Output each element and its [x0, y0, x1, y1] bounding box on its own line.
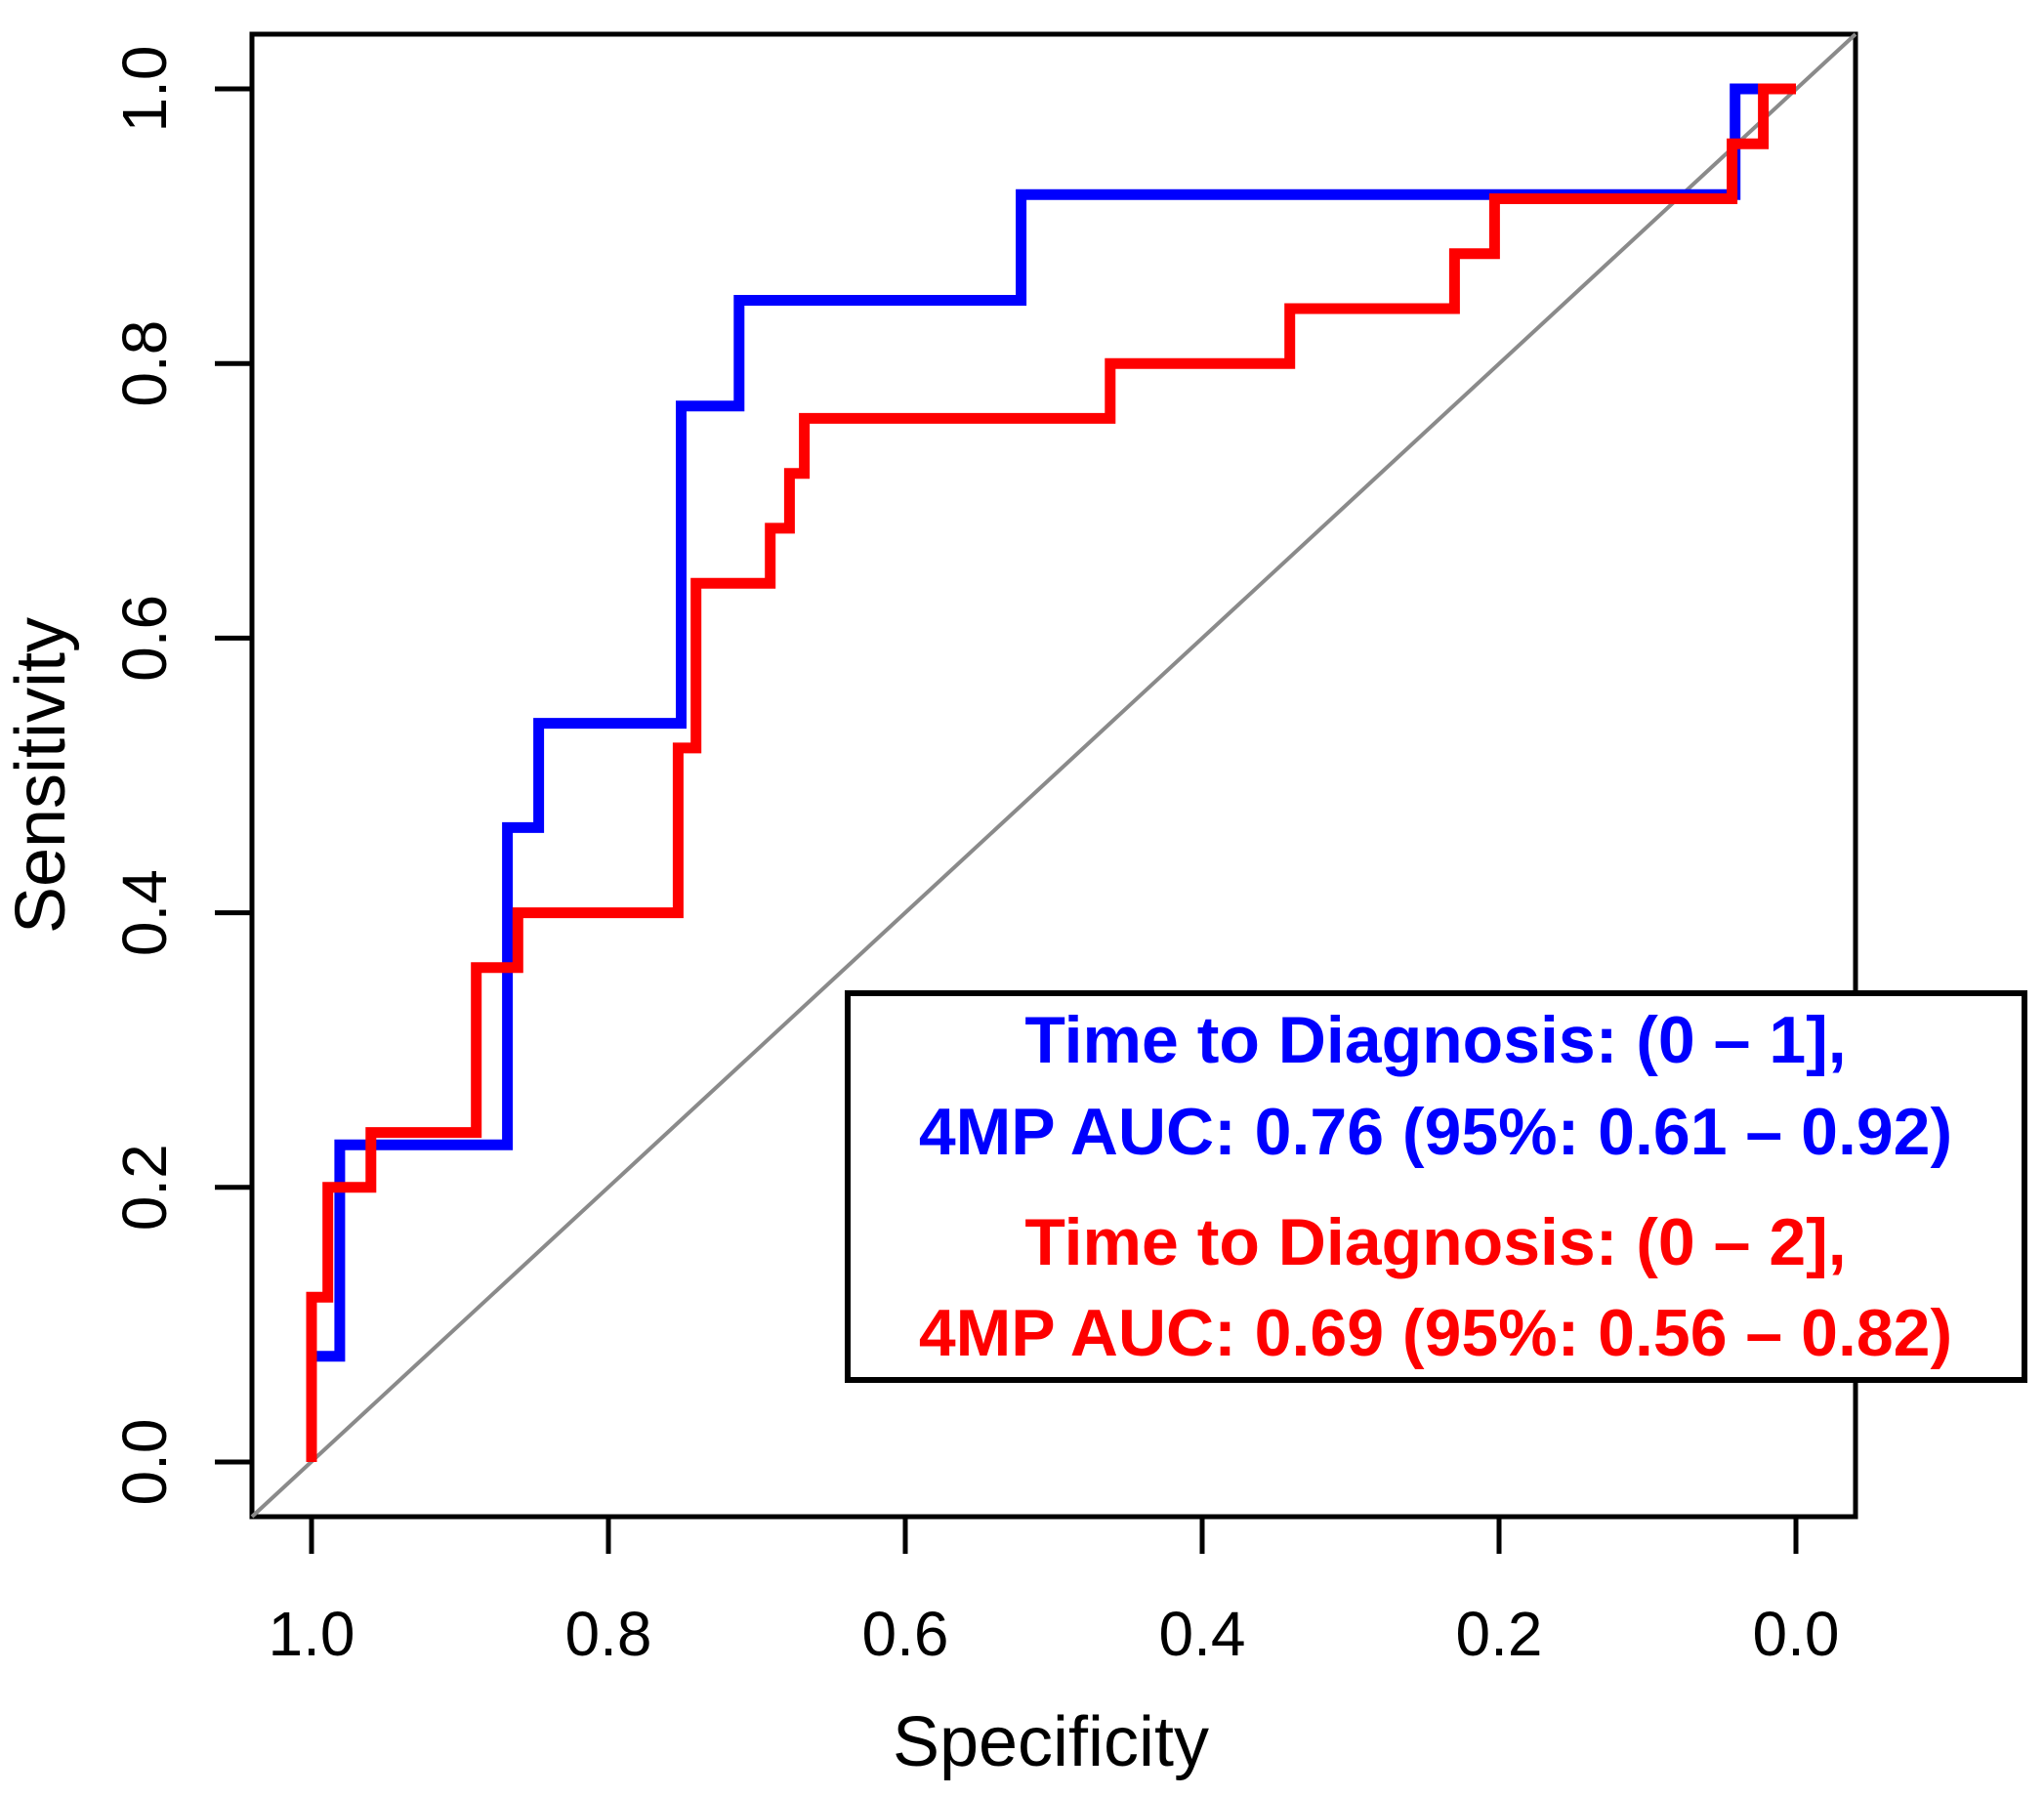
legend-line-2: 4MP AUC: 0.76 (95%: 0.61 – 0.92) [919, 1095, 1952, 1169]
x-axis-title: Specificity [893, 1703, 1209, 1781]
x-axis-tick-label: 0.6 [862, 1599, 949, 1669]
x-axis-tick-label: 1.0 [269, 1599, 355, 1669]
chance-diagonal-line [250, 32, 1857, 1519]
y-axis-title: Sensitivity [2, 617, 80, 934]
roc-curve-red [306, 83, 1796, 1462]
y-axis-tick-label: 0.6 [109, 595, 180, 682]
plot-box [249, 31, 1858, 1520]
legend-line-4: 4MP AUC: 0.69 (95%: 0.56 – 0.82) [919, 1296, 1952, 1370]
legend-box [845, 990, 2027, 1383]
x-axis-tick-label: 0.8 [565, 1599, 652, 1669]
y-axis-tick-label: 1.0 [109, 46, 180, 133]
legend-line-1: Time to Diagnosis: (0 – 1], [1024, 1003, 1846, 1077]
legend-line-3: Time to Diagnosis: (0 – 2], [1024, 1205, 1846, 1279]
y-axis-tick-label: 0.8 [109, 320, 180, 407]
y-axis-tick-label: 0.0 [109, 1419, 180, 1506]
y-axis-tick-label: 0.4 [109, 869, 180, 956]
x-axis-tick-label: 0.4 [1159, 1599, 1246, 1669]
roc-curve-blue [306, 83, 1796, 1462]
y-axis-tick-label: 0.2 [109, 1144, 180, 1231]
x-axis-tick-label: 0.0 [1753, 1599, 1840, 1669]
x-axis-tick-label: 0.2 [1456, 1599, 1543, 1669]
